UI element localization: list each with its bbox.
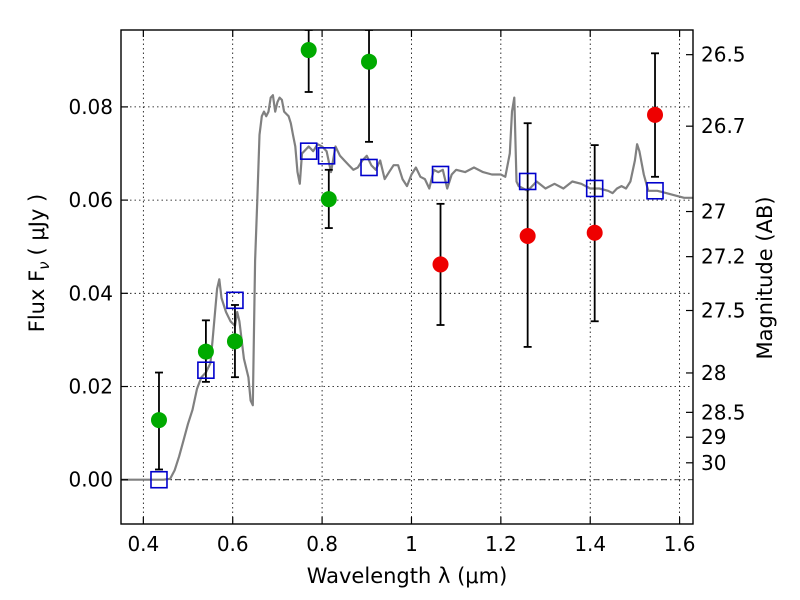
model-photometry-square <box>431 165 450 184</box>
y-tick-label: 0.06 <box>68 188 113 212</box>
right-axis-tick-label: 29 <box>701 425 726 449</box>
x-tick-label: 0.4 <box>127 532 159 556</box>
y-axis-label-unit: ( μJy ) <box>25 194 49 256</box>
right-axis-label: Magnitude (AB) <box>753 196 777 359</box>
x-tick-label: 1.6 <box>664 532 696 556</box>
y-tick-label: 0.00 <box>68 468 113 492</box>
model-photometry-square <box>360 158 378 177</box>
plot-frame <box>120 29 694 525</box>
model-photometry-square <box>317 147 336 165</box>
model-photometry-square <box>518 172 537 191</box>
infrared-data-point <box>647 106 664 123</box>
x-tick-label: 1.2 <box>485 532 517 556</box>
model-photometry-square <box>197 361 215 380</box>
model-photometry-square <box>585 179 604 198</box>
optical-data-point <box>226 333 243 350</box>
right-axis-tick-label: 30 <box>701 451 726 475</box>
right-axis-tick-label: 28 <box>701 361 726 385</box>
x-tick-label: 1 <box>405 532 418 556</box>
optical-data-point <box>197 343 214 360</box>
x-axis-ticks: 0.4 0.6 0.8 1 1.2 1.4 1.6 <box>127 30 696 556</box>
infrared-data-point <box>586 224 603 241</box>
y-axis-label: Flux Fν ( μJy ) <box>25 194 53 333</box>
x-axis-label: Wavelength λ (μm) <box>307 564 508 588</box>
right-axis-tick-label: 28.5 <box>701 400 746 424</box>
model-photometry-square <box>646 181 664 200</box>
infrared-data-point <box>432 256 449 273</box>
infrared-data-point <box>519 227 536 244</box>
optical-data-point <box>320 191 337 208</box>
right-axis-tick-label: 27.5 <box>701 299 746 323</box>
right-axis-tick-label: 26.5 <box>701 43 746 67</box>
model-photometry-square <box>226 291 244 310</box>
x-tick-label: 0.8 <box>306 532 338 556</box>
y-tick-label: 0.02 <box>68 375 113 399</box>
observed-points <box>150 42 664 429</box>
optical-data-point <box>361 53 378 70</box>
x-tick-label: 1.4 <box>574 532 606 556</box>
x-tick-label: 0.6 <box>217 532 249 556</box>
spectrum-layer <box>121 94 693 481</box>
optical-data-point <box>150 412 167 429</box>
y-axis-label-main: Flux F <box>25 270 49 332</box>
right-axis-tick-label: 26.7 <box>701 114 746 138</box>
y-axis-label-subscript: ν <box>35 261 53 269</box>
y-tick-label: 0.08 <box>68 95 113 119</box>
right-axis-tick-label: 27.2 <box>701 245 746 269</box>
model-photometry-square <box>299 142 318 160</box>
model-photometry-square <box>150 470 168 489</box>
y-axis-ticks: 0.00 0.02 0.04 0.06 0.08 <box>68 95 128 492</box>
model-squares <box>150 142 664 489</box>
y-tick-label: 0.04 <box>68 281 113 305</box>
right-axis-tick-label: 27 <box>701 200 726 224</box>
spectrum-line <box>121 94 693 481</box>
optical-data-point <box>300 42 317 59</box>
